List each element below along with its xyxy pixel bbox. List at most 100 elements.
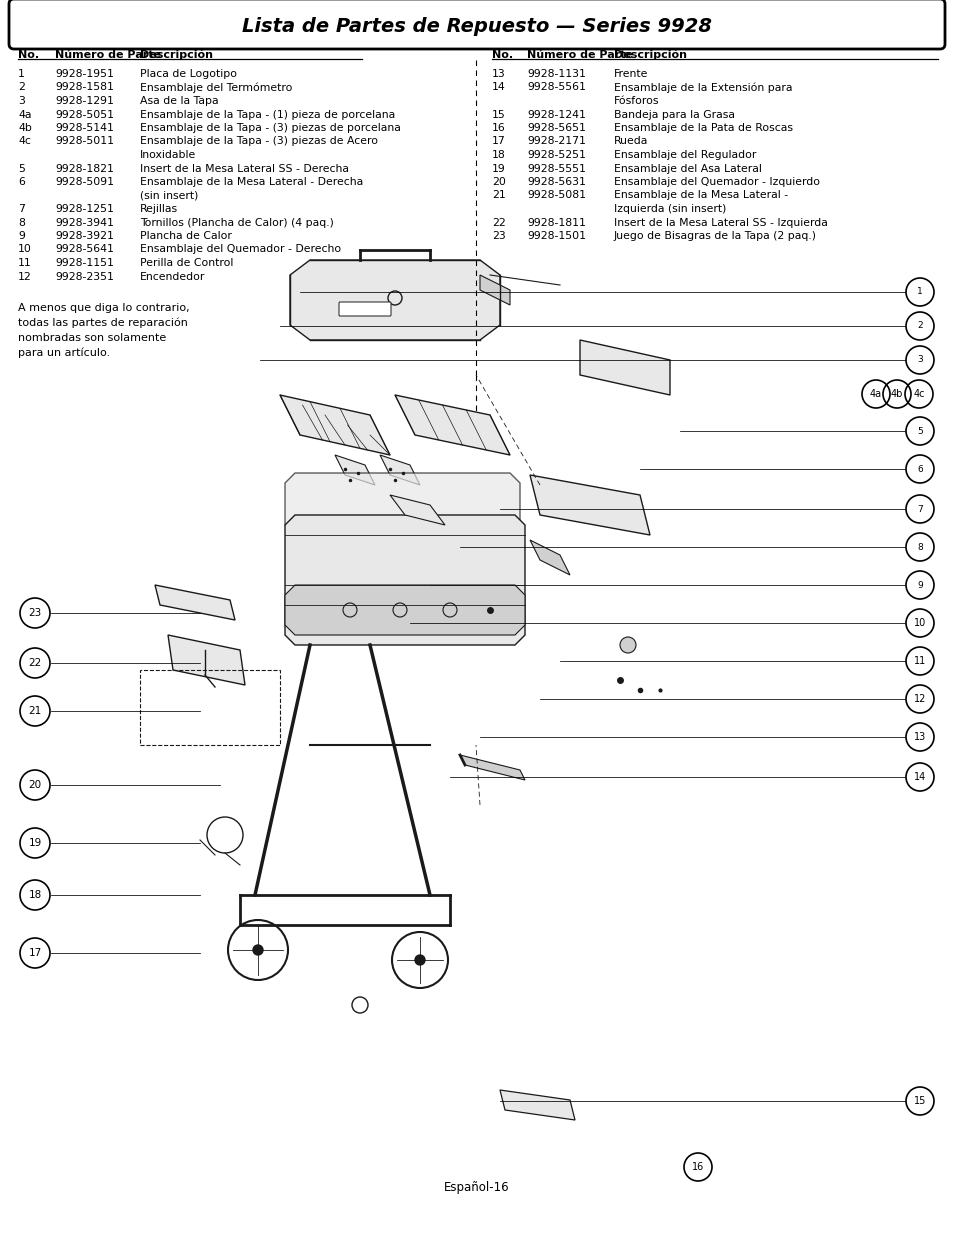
Text: 14: 14 xyxy=(492,83,505,93)
Text: Ensamblaje de la Extensión para: Ensamblaje de la Extensión para xyxy=(614,83,792,93)
Text: 12: 12 xyxy=(913,694,925,704)
Text: 8: 8 xyxy=(916,542,922,552)
Text: 9928-5251: 9928-5251 xyxy=(526,149,585,161)
Polygon shape xyxy=(290,261,499,340)
Text: 22: 22 xyxy=(29,658,42,668)
Text: 9: 9 xyxy=(18,231,25,241)
Text: Inoxidable: Inoxidable xyxy=(140,149,196,161)
Text: 19: 19 xyxy=(492,163,505,173)
Text: 21: 21 xyxy=(29,706,42,716)
Polygon shape xyxy=(530,540,569,576)
FancyBboxPatch shape xyxy=(9,0,944,49)
Text: Ensamblaje del Regulador: Ensamblaje del Regulador xyxy=(614,149,756,161)
Text: 23: 23 xyxy=(492,231,505,241)
Text: 15: 15 xyxy=(492,110,505,120)
Circle shape xyxy=(393,603,407,618)
Text: 4c: 4c xyxy=(18,137,30,147)
Text: 2: 2 xyxy=(916,321,922,331)
Text: 9928-1811: 9928-1811 xyxy=(526,217,585,227)
Text: 9928-1131: 9928-1131 xyxy=(526,69,585,79)
Text: 19: 19 xyxy=(29,839,42,848)
Text: 10: 10 xyxy=(913,618,925,629)
Polygon shape xyxy=(154,585,234,620)
Text: No.: No. xyxy=(18,49,39,61)
Polygon shape xyxy=(390,495,444,525)
Text: 9928-5651: 9928-5651 xyxy=(526,124,585,133)
Text: 8: 8 xyxy=(18,217,25,227)
Text: Ensamblaje de la Mesa Lateral -: Ensamblaje de la Mesa Lateral - xyxy=(614,190,787,200)
Text: 17: 17 xyxy=(492,137,505,147)
Text: 4a: 4a xyxy=(18,110,31,120)
Text: 14: 14 xyxy=(913,772,925,782)
Text: Lista de Partes de Repuesto — Series 9928: Lista de Partes de Repuesto — Series 992… xyxy=(242,17,711,37)
Text: 9928-3941: 9928-3941 xyxy=(55,217,113,227)
Text: 21: 21 xyxy=(492,190,505,200)
Text: 3: 3 xyxy=(916,356,922,364)
Text: 1: 1 xyxy=(18,69,25,79)
Text: Plancha de Calor: Plancha de Calor xyxy=(140,231,232,241)
Text: Ensamblaje de la Pata de Roscas: Ensamblaje de la Pata de Roscas xyxy=(614,124,792,133)
Text: 4b: 4b xyxy=(890,389,902,399)
Circle shape xyxy=(415,955,424,965)
Text: (sin insert): (sin insert) xyxy=(140,190,198,200)
Polygon shape xyxy=(285,515,524,645)
Polygon shape xyxy=(530,475,649,535)
Text: 9928-1821: 9928-1821 xyxy=(55,163,113,173)
Text: 9928-1951: 9928-1951 xyxy=(55,69,113,79)
Text: Insert de la Mesa Lateral SS - Derecha: Insert de la Mesa Lateral SS - Derecha xyxy=(140,163,349,173)
Text: 20: 20 xyxy=(29,781,42,790)
Circle shape xyxy=(343,603,356,618)
Text: 17: 17 xyxy=(29,948,42,958)
Text: 4b: 4b xyxy=(18,124,31,133)
Text: 2: 2 xyxy=(18,83,25,93)
Text: 9928-3921: 9928-3921 xyxy=(55,231,113,241)
Text: 6: 6 xyxy=(18,177,25,186)
Text: 9928-1151: 9928-1151 xyxy=(55,258,113,268)
Text: 22: 22 xyxy=(492,217,505,227)
Text: 18: 18 xyxy=(492,149,505,161)
Text: Perilla de Control: Perilla de Control xyxy=(140,258,233,268)
Text: 9928-1291: 9928-1291 xyxy=(55,96,113,106)
Text: Ensamblaje del Quemador - Derecho: Ensamblaje del Quemador - Derecho xyxy=(140,245,341,254)
Text: 5: 5 xyxy=(18,163,25,173)
Text: Izquierda (sin insert): Izquierda (sin insert) xyxy=(614,204,725,214)
Text: 3: 3 xyxy=(18,96,25,106)
Text: 9928-5091: 9928-5091 xyxy=(55,177,113,186)
Text: 9928-2171: 9928-2171 xyxy=(526,137,585,147)
Text: Bandeja para la Grasa: Bandeja para la Grasa xyxy=(614,110,734,120)
Text: 7: 7 xyxy=(18,204,25,214)
Text: 16: 16 xyxy=(492,124,505,133)
Text: 13: 13 xyxy=(492,69,505,79)
Text: 5: 5 xyxy=(916,426,922,436)
Text: 13: 13 xyxy=(913,732,925,742)
Polygon shape xyxy=(285,585,524,635)
Text: 9928-2351: 9928-2351 xyxy=(55,272,113,282)
Text: 9928-1251: 9928-1251 xyxy=(55,204,113,214)
Text: Placa de Logotipo: Placa de Logotipo xyxy=(140,69,236,79)
Text: Rejillas: Rejillas xyxy=(140,204,178,214)
Text: 9928-5141: 9928-5141 xyxy=(55,124,113,133)
Text: 9: 9 xyxy=(916,580,922,589)
Circle shape xyxy=(619,637,636,653)
Text: 20: 20 xyxy=(492,177,505,186)
Text: 9928-5011: 9928-5011 xyxy=(55,137,113,147)
Text: 23: 23 xyxy=(29,608,42,618)
Text: 9928-5631: 9928-5631 xyxy=(526,177,585,186)
Text: Rueda: Rueda xyxy=(614,137,648,147)
Text: Ensamblaje del Quemador - Izquierdo: Ensamblaje del Quemador - Izquierdo xyxy=(614,177,820,186)
Text: Asa de la Tapa: Asa de la Tapa xyxy=(140,96,218,106)
Text: No.: No. xyxy=(492,49,513,61)
Text: Número de Parte: Número de Parte xyxy=(55,49,161,61)
Text: 9928-5561: 9928-5561 xyxy=(526,83,585,93)
Text: 9928-1241: 9928-1241 xyxy=(526,110,585,120)
Polygon shape xyxy=(579,340,669,395)
Text: 9928-5551: 9928-5551 xyxy=(526,163,585,173)
Text: 9928-5641: 9928-5641 xyxy=(55,245,113,254)
Text: Número de Parte: Número de Parte xyxy=(526,49,633,61)
Text: 6: 6 xyxy=(916,464,922,473)
Text: 7: 7 xyxy=(916,505,922,514)
Text: Español-16: Español-16 xyxy=(444,1181,509,1193)
Text: Ensamblaje del Termómetro: Ensamblaje del Termómetro xyxy=(140,83,292,93)
Text: Descripción: Descripción xyxy=(140,49,213,61)
Text: Frente: Frente xyxy=(614,69,648,79)
